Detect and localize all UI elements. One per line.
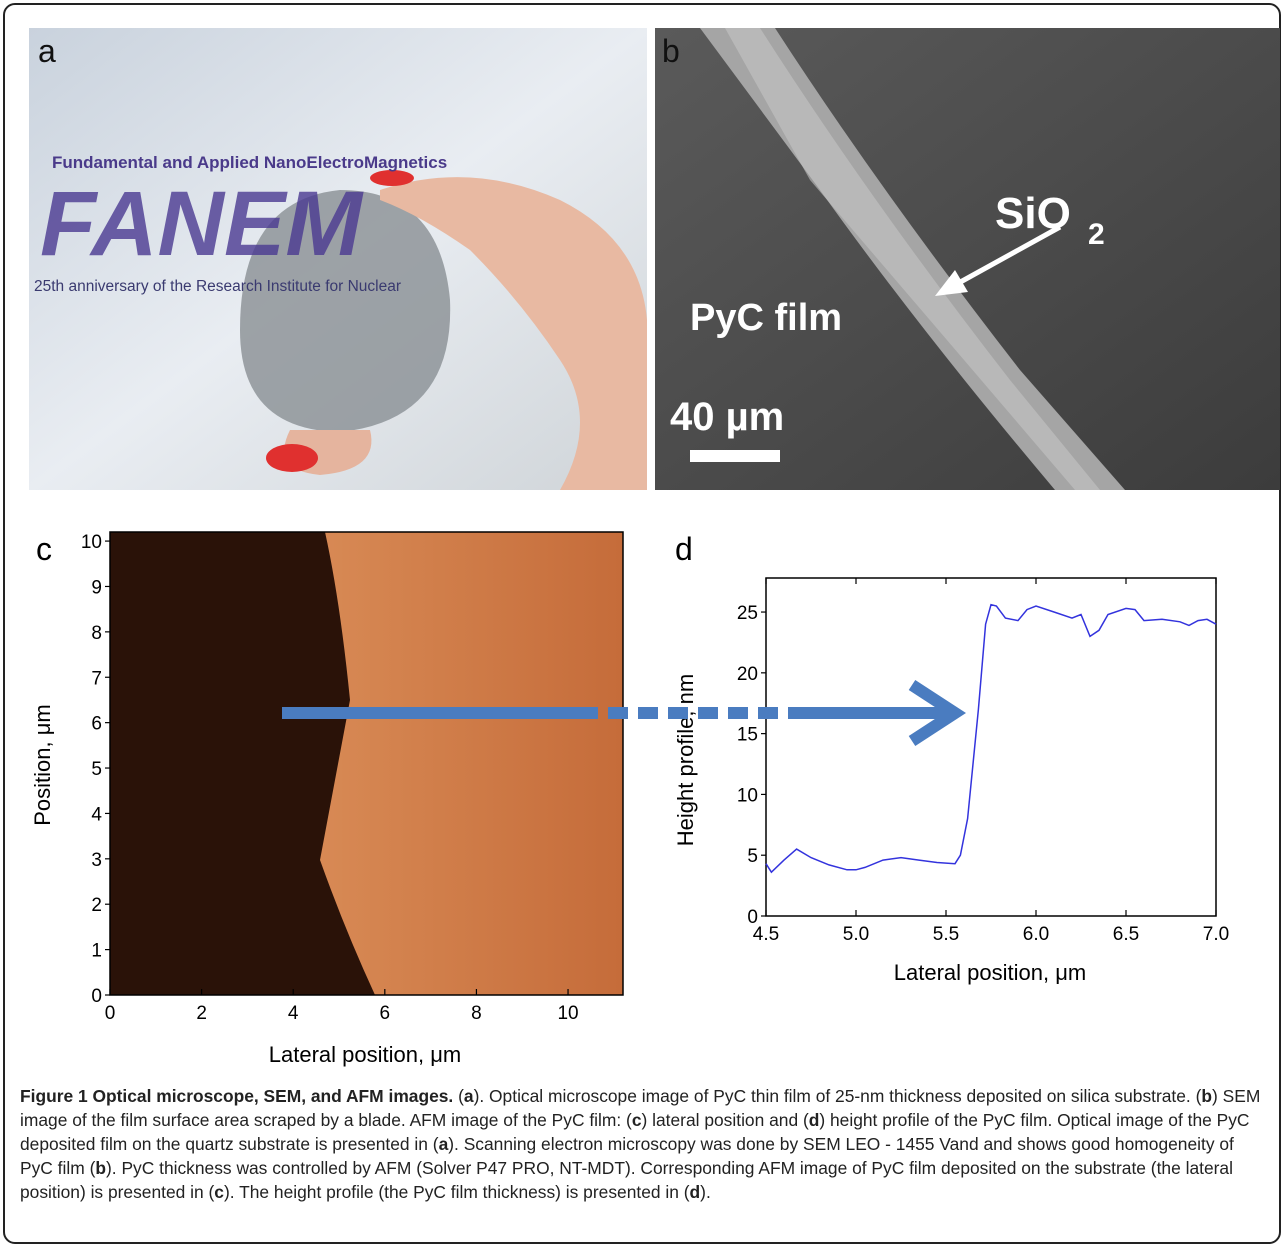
- photo-text: PyC film: [690, 297, 842, 339]
- x-axis-title: Lateral position, μm: [894, 960, 1086, 985]
- panel-ref: a: [439, 1134, 449, 1154]
- x-tick-label: 10: [557, 1003, 578, 1024]
- caption-text: ). The height profile (the PyC film thic…: [224, 1182, 690, 1202]
- x-tick-label: 0: [105, 1003, 116, 1024]
- photo-text: 25th anniversary of the Research Institu…: [34, 278, 401, 295]
- nail: [370, 170, 414, 186]
- photo-text: Fundamental and Applied NanoElectroMagne…: [52, 153, 447, 172]
- panel-label: c: [36, 531, 52, 567]
- x-tick-label: 7.0: [1203, 924, 1229, 945]
- panel-ref: a: [464, 1086, 474, 1106]
- panel-label: a: [38, 33, 56, 69]
- y-tick-label: 10: [81, 532, 102, 553]
- afm-substrate: [110, 532, 375, 995]
- x-axis-title: Lateral position, μm: [269, 1042, 461, 1067]
- y-tick-label: 15: [737, 725, 758, 746]
- caption-text: ). Optical microscope image of PyC thin …: [474, 1086, 1202, 1106]
- y-tick-label: 0: [91, 986, 102, 1007]
- page: Fundamental and Applied NanoElectroMagne…: [0, 0, 1284, 1247]
- y-tick-label: 20: [737, 664, 758, 685]
- x-tick-label: 6.0: [1023, 924, 1049, 945]
- y-tick-label: 2: [91, 895, 102, 916]
- caption-title: Figure 1 Optical microscope, SEM, and AF…: [20, 1086, 453, 1106]
- y-axis-title: Height profile, nm: [673, 674, 698, 846]
- y-tick-label: 25: [737, 603, 758, 624]
- photo-text: FANEM: [40, 173, 364, 275]
- x-tick-label: 5.5: [933, 924, 959, 945]
- x-tick-label: 8: [471, 1003, 482, 1024]
- x-tick-label: 6: [380, 1003, 391, 1024]
- photo-text: SiO: [995, 189, 1071, 238]
- x-tick-label: 4: [288, 1003, 299, 1024]
- panel-ref: b: [1201, 1086, 1212, 1106]
- caption-text: ).: [700, 1182, 711, 1202]
- x-tick-label: 5.0: [843, 924, 869, 945]
- panel-ref: d: [809, 1110, 820, 1130]
- panel-ref: c: [214, 1182, 224, 1202]
- y-tick-label: 5: [91, 759, 102, 780]
- x-tick-label: 6.5: [1113, 924, 1139, 945]
- photo-text: 2: [1088, 218, 1105, 251]
- x-tick-label: 2: [196, 1003, 207, 1024]
- y-tick-label: 5: [747, 846, 758, 867]
- y-tick-label: 0: [747, 907, 758, 928]
- panel-ref: b: [95, 1158, 106, 1178]
- caption-text: ) lateral position and (: [642, 1110, 809, 1130]
- panel-ref: c: [632, 1110, 642, 1130]
- y-tick-label: 7: [91, 668, 102, 689]
- y-tick-label: 1: [91, 941, 102, 962]
- photo-text: 40 µm: [670, 395, 784, 439]
- scale-bar: [690, 450, 780, 462]
- y-tick-label: 8: [91, 623, 102, 644]
- y-tick-label: 3: [91, 850, 102, 871]
- panel-label: d: [675, 531, 693, 567]
- y-tick-label: 10: [737, 785, 758, 806]
- caption: Figure 1 Optical microscope, SEM, and AF…: [20, 1084, 1265, 1204]
- nail: [266, 444, 318, 472]
- profile-line: [766, 605, 1216, 873]
- y-tick-label: 9: [91, 577, 102, 598]
- y-tick-label: 6: [91, 714, 102, 735]
- panel-ref: d: [690, 1182, 701, 1202]
- plot-frame: [766, 578, 1216, 916]
- panel-label: b: [662, 33, 680, 69]
- figure: Fundamental and Applied NanoElectroMagne…: [0, 0, 1284, 1080]
- y-tick-label: 4: [91, 804, 102, 825]
- y-axis-title: Position, μm: [30, 704, 55, 826]
